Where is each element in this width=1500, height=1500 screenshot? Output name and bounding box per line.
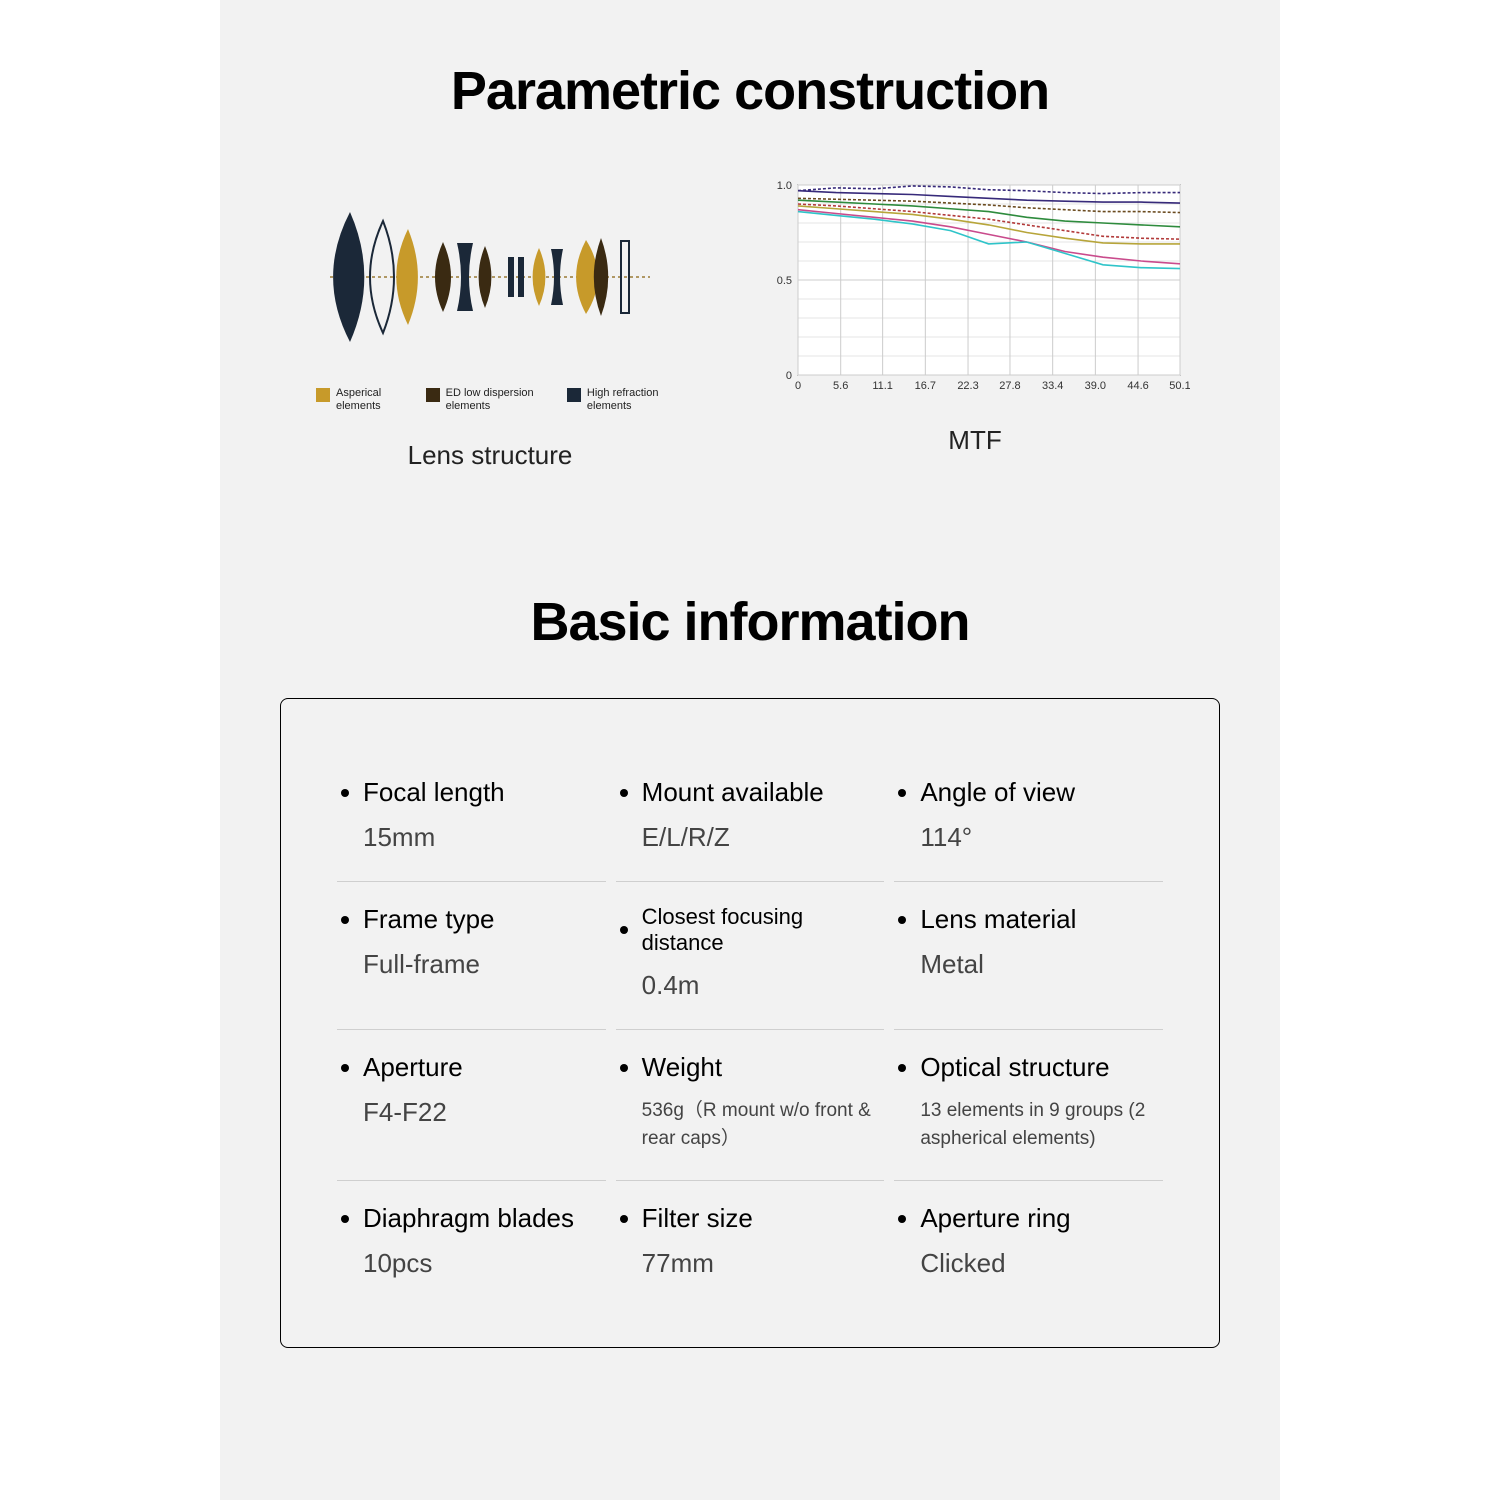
bullet-icon [898, 1215, 906, 1223]
bullet-icon [620, 1064, 628, 1072]
info-cell: Aperture ring Clicked [894, 1180, 1163, 1307]
info-label-text: Focal length [363, 777, 505, 808]
info-value: Clicked [898, 1248, 1159, 1279]
lens-structure-diagram: Asperical elements ED low dispersion ele… [310, 177, 670, 412]
info-value: 77mm [620, 1248, 881, 1279]
svg-text:0: 0 [786, 370, 792, 382]
svg-text:1.0: 1.0 [777, 180, 792, 192]
info-cell: Lens material Metal [894, 881, 1163, 1029]
svg-text:22.3: 22.3 [957, 380, 978, 392]
parametric-title: Parametric construction [220, 60, 1280, 122]
bullet-icon [341, 916, 349, 924]
lens-caption: Lens structure [408, 440, 573, 471]
bullet-icon [620, 1215, 628, 1223]
svg-text:39.0: 39.0 [1085, 380, 1106, 392]
info-label: Frame type [341, 904, 602, 935]
basic-info-grid: Focal length 15mm Mount available E/L/R/Z An… [337, 755, 1163, 1307]
info-cell: Focal length 15mm [337, 755, 606, 881]
swatch-ed [426, 388, 440, 402]
bullet-icon [341, 1215, 349, 1223]
mtf-svg: 0 5.6 11.1 16.7 22.3 27.8 33.4 39.0 44.6 50.1 0 0.5… [760, 177, 1190, 397]
bullet-icon [898, 1064, 906, 1072]
info-label-text: Angle of view [920, 777, 1075, 808]
info-value: 13 elements in 9 groups (2 aspherical el… [898, 1097, 1159, 1152]
page: Parametric construction Asperical elemen… [220, 0, 1280, 1500]
svg-text:33.4: 33.4 [1042, 380, 1063, 392]
info-label-text: Optical structure [920, 1052, 1109, 1083]
swatch-aspherical [316, 388, 330, 402]
info-cell: Optical structure 13 elements in 9 groups… [894, 1029, 1163, 1180]
mtf-chart: 0 5.6 11.1 16.7 22.3 27.8 33.4 39.0 44.6 50.1 0 0.5… [760, 177, 1190, 397]
bullet-icon [898, 916, 906, 924]
info-label-text: Closest focusing distance [642, 904, 881, 956]
info-cell: Weight 536g（R mount w/o front & rear caps… [616, 1029, 885, 1180]
info-label-text: Diaphragm blades [363, 1203, 574, 1234]
info-label-text: Mount available [642, 777, 824, 808]
info-cell: Mount available E/L/R/Z [616, 755, 885, 881]
bullet-icon [620, 926, 628, 934]
bullet-icon [620, 789, 628, 797]
mtf-col: 0 5.6 11.1 16.7 22.3 27.8 33.4 39.0 44.6 50.1 0 0.5… [760, 177, 1190, 471]
lens-structure-col: Asperical elements ED low dispersion ele… [310, 177, 670, 471]
info-value: Metal [898, 949, 1159, 980]
info-label-text: Filter size [642, 1203, 753, 1234]
legend-high-refraction-label: High refraction elements [587, 387, 670, 412]
legend-aspherical-label: Asperical elements [336, 387, 400, 412]
swatch-high-refraction [567, 388, 581, 402]
info-value: 536g（R mount w/o front & rear caps） [620, 1097, 881, 1152]
info-label: Mount available [620, 777, 881, 808]
bullet-icon [341, 789, 349, 797]
svg-text:27.8: 27.8 [999, 380, 1020, 392]
info-value: E/L/R/Z [620, 822, 881, 853]
info-value: Full-frame [341, 949, 602, 980]
svg-text:44.6: 44.6 [1127, 380, 1148, 392]
info-label: Optical structure [898, 1052, 1159, 1083]
info-cell: Frame type Full-frame [337, 881, 606, 1029]
lens-structure-svg [310, 177, 670, 377]
svg-text:16.7: 16.7 [915, 380, 936, 392]
info-label-text: Frame type [363, 904, 495, 935]
info-cell: Closest focusing distance 0.4m [616, 881, 885, 1029]
legend-ed: ED low dispersion elements [426, 387, 541, 412]
basic-info-panel: Focal length 15mm Mount available E/L/R/Z An… [280, 698, 1220, 1348]
mtf-caption: MTF [948, 425, 1001, 456]
legend-aspherical: Asperical elements [316, 387, 400, 412]
info-cell: Aperture F4-F22 [337, 1029, 606, 1180]
info-cell: Filter size 77mm [616, 1180, 885, 1307]
diagram-row: Asperical elements ED low dispersion ele… [220, 177, 1280, 471]
info-cell: Diaphragm blades 10pcs [337, 1180, 606, 1307]
bullet-icon [341, 1064, 349, 1072]
svg-text:0: 0 [795, 380, 801, 392]
info-label: Closest focusing distance [620, 904, 881, 956]
info-label: Aperture ring [898, 1203, 1159, 1234]
svg-text:50.1: 50.1 [1169, 380, 1190, 392]
info-label: Aperture [341, 1052, 602, 1083]
legend-ed-label: ED low dispersion elements [446, 387, 541, 412]
info-label-text: Aperture [363, 1052, 463, 1083]
legend-high-refraction: High refraction elements [567, 387, 670, 412]
info-label: Angle of view [898, 777, 1159, 808]
info-label: Weight [620, 1052, 881, 1083]
info-value: 15mm [341, 822, 602, 853]
svg-text:11.1: 11.1 [872, 380, 893, 392]
basic-info-title: Basic information [220, 591, 1280, 653]
svg-text:5.6: 5.6 [833, 380, 848, 392]
info-label-text: Weight [642, 1052, 722, 1083]
info-cell: Angle of view 114° [894, 755, 1163, 881]
info-label-text: Aperture ring [920, 1203, 1070, 1234]
info-value: 10pcs [341, 1248, 602, 1279]
info-label: Filter size [620, 1203, 881, 1234]
info-label: Lens material [898, 904, 1159, 935]
info-label-text: Lens material [920, 904, 1076, 935]
bullet-icon [898, 789, 906, 797]
info-value: 114° [898, 822, 1159, 853]
svg-text:0.5: 0.5 [777, 275, 792, 287]
info-label: Diaphragm blades [341, 1203, 602, 1234]
lens-legend: Asperical elements ED low dispersion ele… [310, 387, 670, 412]
info-value: F4-F22 [341, 1097, 602, 1128]
info-value: 0.4m [620, 970, 881, 1001]
info-label: Focal length [341, 777, 602, 808]
